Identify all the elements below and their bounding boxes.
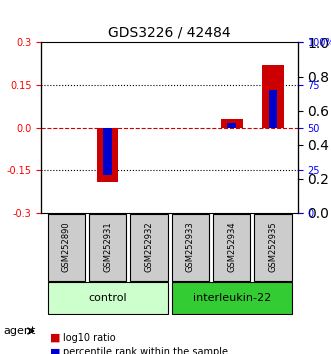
FancyBboxPatch shape <box>172 282 292 314</box>
Text: ■: ■ <box>50 347 60 354</box>
FancyBboxPatch shape <box>213 214 250 281</box>
FancyBboxPatch shape <box>172 214 209 281</box>
Text: GSM252935: GSM252935 <box>268 222 278 272</box>
FancyBboxPatch shape <box>89 214 126 281</box>
Bar <box>262 65 284 128</box>
FancyBboxPatch shape <box>48 214 85 281</box>
Bar <box>269 90 277 128</box>
Text: GSM252933: GSM252933 <box>186 222 195 272</box>
FancyBboxPatch shape <box>255 214 292 281</box>
Text: GSM252932: GSM252932 <box>144 222 154 272</box>
Text: ■: ■ <box>50 333 60 343</box>
Bar <box>227 122 236 128</box>
Bar <box>103 128 112 175</box>
Bar <box>97 128 118 182</box>
Text: GSM252890: GSM252890 <box>62 222 71 272</box>
Text: percentile rank within the sample: percentile rank within the sample <box>63 347 228 354</box>
Text: GSM252931: GSM252931 <box>103 222 112 272</box>
Bar <box>221 119 243 128</box>
Title: GDS3226 / 42484: GDS3226 / 42484 <box>108 26 231 40</box>
Text: GSM252934: GSM252934 <box>227 222 236 272</box>
Text: control: control <box>88 293 127 303</box>
FancyBboxPatch shape <box>48 282 167 314</box>
Text: agent: agent <box>3 326 36 336</box>
Text: interleukin-22: interleukin-22 <box>193 293 271 303</box>
FancyBboxPatch shape <box>130 214 167 281</box>
Text: log10 ratio: log10 ratio <box>63 333 116 343</box>
